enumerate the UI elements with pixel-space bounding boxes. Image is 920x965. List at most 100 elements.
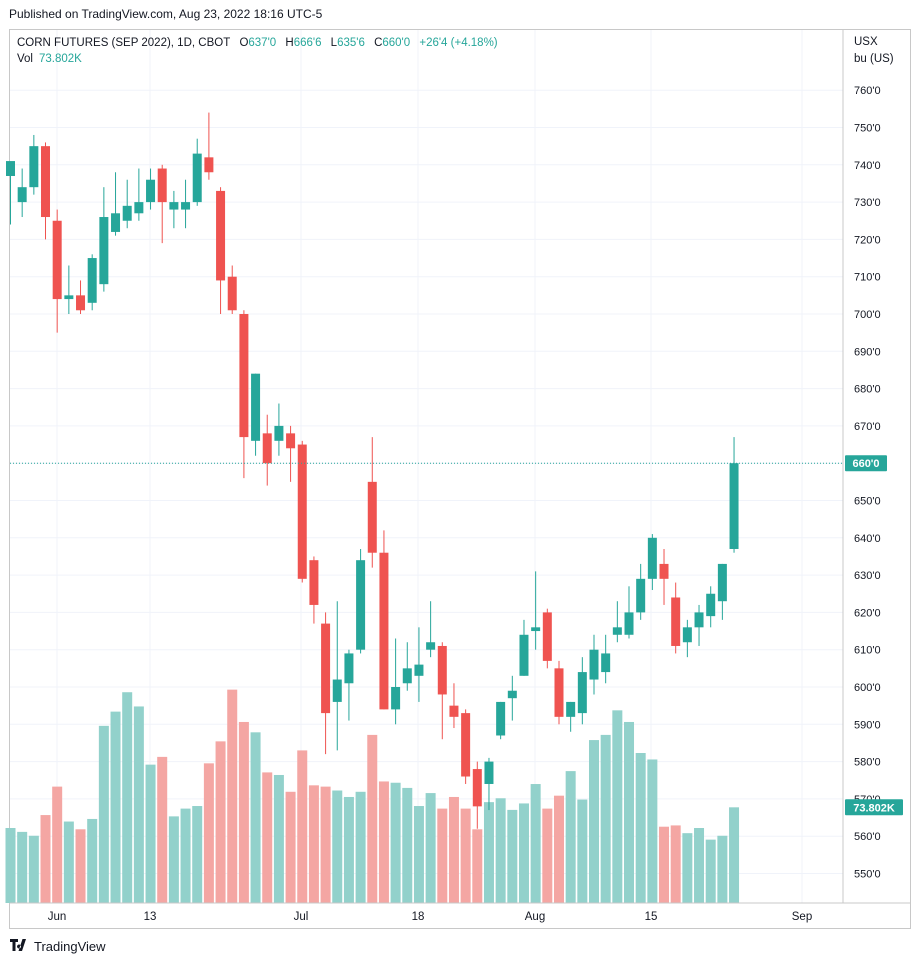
last-volume-badge — [845, 799, 903, 816]
candle-body[interactable] — [612, 627, 622, 635]
candle-body[interactable] — [309, 560, 319, 605]
volume-bar — [518, 803, 529, 903]
volume-bar — [670, 825, 681, 903]
volume-bar — [273, 774, 284, 903]
candle-body[interactable] — [717, 563, 727, 602]
candle-body[interactable] — [484, 761, 494, 784]
volume-bar — [52, 786, 63, 903]
candle-body[interactable] — [694, 612, 704, 628]
candle-body[interactable] — [251, 373, 261, 441]
legend-close-label: C — [374, 37, 383, 49]
candle-body[interactable] — [76, 295, 86, 311]
candle-body[interactable] — [507, 690, 517, 699]
candle-body[interactable] — [542, 612, 552, 661]
y-tick-label: 580'0 — [854, 757, 881, 769]
candle-body[interactable] — [402, 668, 412, 684]
candle-body[interactable] — [344, 653, 354, 684]
candle-body[interactable] — [706, 593, 716, 617]
candle-body[interactable] — [437, 645, 447, 695]
candle-body[interactable] — [99, 217, 109, 285]
candle-body[interactable] — [414, 664, 424, 676]
candle-body[interactable] — [192, 153, 202, 203]
volume-bar — [413, 806, 424, 903]
candle-body[interactable] — [577, 672, 587, 714]
x-tick-label: Jun — [48, 911, 67, 923]
published-caption: Published on TradingView.com, Aug 23, 20… — [9, 7, 323, 21]
candle-body[interactable] — [41, 146, 51, 218]
volume-bar — [647, 759, 658, 903]
candle-body[interactable] — [636, 578, 646, 613]
candle-body[interactable] — [134, 202, 144, 214]
candle-body[interactable] — [379, 552, 389, 710]
candle-body[interactable] — [601, 653, 611, 673]
candle-body[interactable] — [496, 701, 506, 736]
volume-bar — [624, 721, 635, 903]
candle-body[interactable] — [554, 668, 564, 717]
legend-symbol[interactable]: CORN FUTURES (SEP 2022), 1D, CBOT — [17, 37, 231, 49]
y-tick-label: 600'0 — [854, 682, 881, 694]
volume-bar — [250, 732, 261, 903]
y-tick-label: 640'0 — [854, 533, 881, 545]
volume-bar — [355, 791, 366, 903]
candle-body[interactable] — [286, 433, 296, 449]
volume-bar — [5, 828, 16, 903]
volume-bar — [320, 786, 331, 903]
volume-bar — [390, 782, 401, 903]
legend-high-value: 666'6 — [293, 37, 322, 49]
x-tick-label: Sep — [792, 911, 812, 923]
candle-body[interactable] — [729, 463, 739, 549]
candle-body[interactable] — [227, 276, 237, 311]
y-tick-label: 610'0 — [854, 645, 881, 657]
volume-bar — [530, 784, 541, 903]
candle-body[interactable] — [274, 425, 284, 441]
candle-body[interactable] — [671, 597, 681, 646]
candle-body[interactable] — [356, 560, 366, 650]
candle-body[interactable] — [367, 481, 377, 553]
candle-body[interactable] — [531, 627, 541, 632]
candle-body[interactable] — [391, 687, 401, 710]
candle-body[interactable] — [169, 202, 179, 210]
candle-body[interactable] — [449, 705, 459, 717]
candle-body[interactable] — [321, 623, 331, 714]
tradingview-logo[interactable]: TradingView — [10, 939, 106, 954]
candle-body[interactable] — [87, 258, 97, 303]
candle-body[interactable] — [29, 146, 39, 188]
candle-body[interactable] — [52, 220, 62, 300]
last-price-label: 660'0 — [852, 458, 879, 470]
candle-body[interactable] — [146, 179, 156, 203]
volume-bar — [98, 725, 109, 903]
volume-bar — [87, 818, 98, 903]
candle-body[interactable] — [64, 295, 74, 300]
y-tick-label: 710'0 — [854, 272, 881, 284]
candle-body[interactable] — [181, 202, 191, 210]
candle-body[interactable] — [332, 679, 342, 702]
candle-body[interactable] — [682, 627, 692, 643]
y-tick-label: 590'0 — [854, 719, 881, 731]
candle-body[interactable] — [239, 314, 249, 438]
candle-body[interactable] — [472, 769, 482, 807]
y-tick-label: 680'0 — [854, 384, 881, 396]
candle-body[interactable] — [111, 213, 121, 232]
candle-body[interactable] — [624, 612, 634, 635]
candle-body[interactable] — [589, 649, 599, 680]
candle-body[interactable] — [647, 537, 657, 579]
candle-body[interactable] — [6, 161, 15, 176]
candle-body[interactable] — [297, 444, 307, 579]
candle-body[interactable] — [204, 157, 214, 173]
candle-body[interactable] — [157, 168, 167, 203]
candle-body[interactable] — [262, 433, 272, 464]
y-tick-label: 670'0 — [854, 421, 881, 433]
candle-body[interactable] — [216, 190, 226, 281]
candle-body[interactable] — [426, 642, 436, 650]
candle-body[interactable] — [17, 187, 27, 203]
legend-volume-line: Vol 73.802K — [17, 51, 498, 67]
candle-body[interactable] — [566, 701, 576, 717]
candle-body[interactable] — [659, 563, 669, 579]
last-volume-label: 73.802K — [853, 802, 895, 814]
candle-body[interactable] — [461, 713, 471, 777]
candle-body[interactable] — [519, 634, 529, 676]
candle-body[interactable] — [122, 205, 132, 221]
last-price-badge — [845, 455, 887, 472]
x-tick-label: 18 — [412, 911, 425, 923]
